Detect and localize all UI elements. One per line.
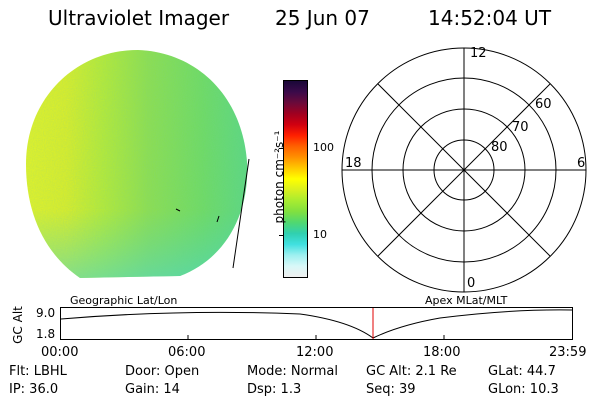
gc-alt-timeline xyxy=(60,307,573,340)
x-tick-1800: 18:00 xyxy=(423,345,461,360)
gc-alt-status: GC Alt: 2.1 Re xyxy=(366,364,457,379)
mode-status: Mode: Normal xyxy=(247,364,338,379)
colorbar-tick-mark xyxy=(279,148,283,149)
polar-ring-label-80: 80 xyxy=(491,140,508,155)
x-tick-1200: 12:00 xyxy=(296,345,334,360)
geographic-label: Geographic Lat/Lon xyxy=(70,294,178,307)
colorbar-tick-100: 100 xyxy=(313,141,334,154)
filter-status: Flt: LBHL xyxy=(9,364,67,379)
colorbar xyxy=(283,80,308,278)
polar-diagonal xyxy=(377,83,551,257)
polar-mlat-mlt-grid xyxy=(341,47,587,293)
polar-label-bottom: 0 xyxy=(467,276,476,291)
polar-label-top: 12 xyxy=(470,46,487,61)
instrument-title: Ultraviolet Imager xyxy=(48,6,230,30)
ip-status: IP: 36.0 xyxy=(9,382,59,397)
y-tick-1.8: 1.8 xyxy=(36,327,56,341)
y-tick-9: 9.0 xyxy=(36,306,56,320)
polar-label-left: 18 xyxy=(345,156,362,171)
door-status: Door: Open xyxy=(125,364,200,379)
x-tick-0600: 06:00 xyxy=(168,345,206,360)
glat-status: GLat: 44.7 xyxy=(488,364,556,379)
polar-ring-label-60: 60 xyxy=(535,97,552,112)
seq-status: Seq: 39 xyxy=(366,382,416,397)
colorbar-unit-label: photon cm⁻²s⁻¹ xyxy=(272,130,286,224)
dsp-status: Dsp: 1.3 xyxy=(247,382,302,397)
colorbar-tick-10: 10 xyxy=(313,228,327,241)
uv-image-disk xyxy=(26,50,250,278)
gain-status: Gain: 14 xyxy=(125,382,180,397)
polar-label-right: 6 xyxy=(577,156,586,171)
polar-ring-label-70: 70 xyxy=(512,120,529,135)
apex-label: Apex MLat/MLT xyxy=(425,294,508,307)
image-date: 25 Jun 07 xyxy=(275,6,370,30)
colorbar-tick-mark xyxy=(279,235,283,236)
gc-alt-axis-title: GC Alt xyxy=(10,306,25,344)
x-tick-0000: 00:00 xyxy=(41,345,79,360)
image-time: 14:52:04 UT xyxy=(428,6,552,30)
glon-status: GLon: 10.3 xyxy=(488,382,559,397)
x-tick-2359: 23:59 xyxy=(549,345,587,360)
